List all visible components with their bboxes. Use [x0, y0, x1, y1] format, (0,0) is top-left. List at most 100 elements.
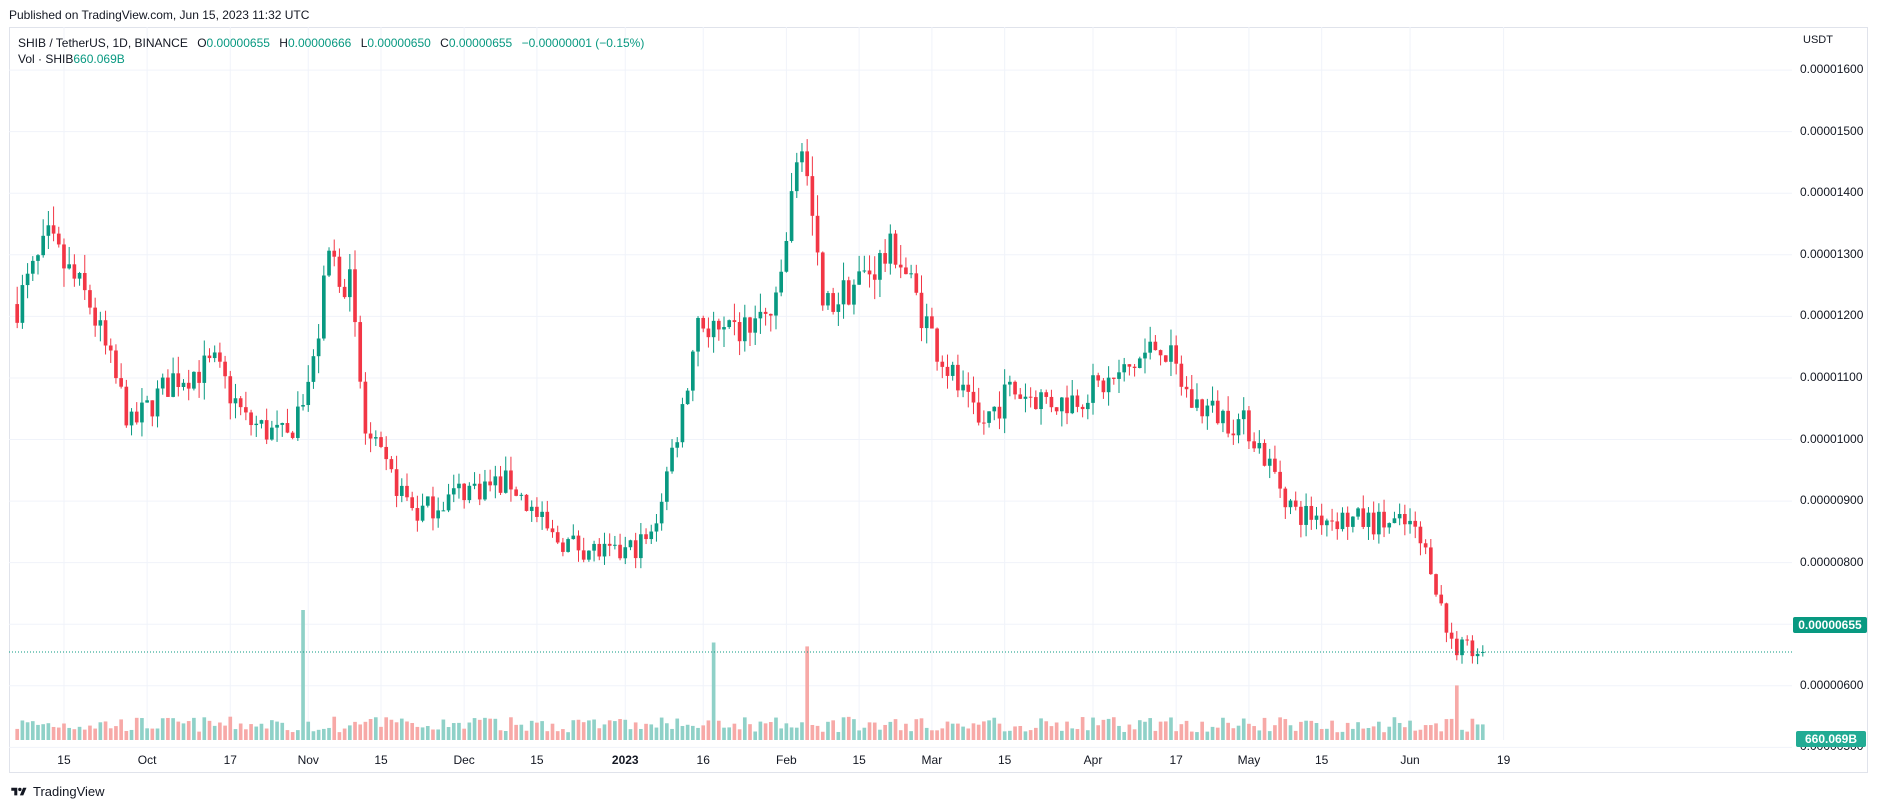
- candle-body: [1314, 515, 1319, 520]
- candle-body: [566, 539, 570, 552]
- candle-body: [732, 320, 737, 323]
- volume-bar: [1231, 728, 1236, 740]
- volume-bar: [1304, 720, 1308, 740]
- candle-body: [503, 470, 508, 493]
- candle-body: [420, 505, 425, 521]
- candle-body: [1475, 653, 1480, 657]
- volume-bar: [748, 724, 752, 740]
- volume-bar: [1132, 729, 1137, 740]
- volume-bar: [415, 726, 420, 740]
- volume-bar: [275, 721, 279, 740]
- candle-body: [1309, 505, 1314, 520]
- candle-body: [956, 364, 960, 391]
- candle-body: [1132, 366, 1137, 368]
- y-tick-label: 0.00000600: [1800, 677, 1864, 692]
- volume-bar: [155, 728, 160, 740]
- candle-body: [706, 328, 711, 338]
- volume-bar: [1189, 731, 1194, 740]
- candle-body: [1013, 381, 1017, 395]
- candle-body: [789, 191, 794, 241]
- candle-body: [451, 488, 456, 495]
- volume-legend-label[interactable]: Vol · SHIB: [18, 52, 74, 66]
- volume-bar: [1002, 731, 1007, 740]
- volume-bar: [867, 722, 872, 740]
- candle-body: [415, 508, 420, 521]
- candle-body: [1153, 341, 1158, 351]
- volume-bar: [924, 727, 929, 740]
- volume-bar: [1465, 731, 1470, 740]
- candle-body: [431, 496, 435, 519]
- volume-bar: [488, 718, 492, 740]
- currency-label[interactable]: USDT: [1803, 34, 1833, 46]
- volume-bar: [280, 722, 285, 740]
- candle-body: [930, 316, 934, 329]
- candle-body: [1325, 520, 1329, 526]
- candle-body: [623, 547, 628, 559]
- candle-body: [1111, 377, 1116, 379]
- candle-body: [1267, 458, 1272, 466]
- volume-bar: [1075, 729, 1080, 740]
- volume-bar: [779, 728, 784, 740]
- candle-body: [966, 384, 971, 392]
- candle-body: [384, 446, 389, 460]
- volume-bar: [815, 725, 820, 740]
- candle-body: [618, 544, 622, 559]
- candle-body: [794, 162, 799, 192]
- candle-body: [711, 320, 716, 338]
- candle-body: [841, 280, 846, 305]
- volume-bar: [67, 727, 71, 740]
- candle-body: [691, 351, 695, 391]
- candle-body: [976, 402, 981, 423]
- chart-area[interactable]: [9, 27, 1868, 773]
- candle-body: [1236, 419, 1241, 436]
- volume-bar: [1351, 728, 1355, 740]
- volume-bar: [207, 720, 212, 740]
- volume-bar: [171, 718, 175, 740]
- volume-bar: [930, 730, 934, 740]
- candle-body: [805, 151, 809, 177]
- volume-bar: [659, 717, 664, 740]
- volume-bar: [1070, 728, 1075, 740]
- volume-bar: [503, 730, 508, 740]
- tradingview-logo[interactable]: TradingView: [9, 784, 105, 799]
- candle-body: [410, 497, 415, 509]
- volume-bar: [1117, 725, 1121, 740]
- candle-body: [810, 176, 815, 216]
- volume-bar: [675, 718, 680, 740]
- candle-body: [176, 373, 181, 387]
- volume-bar: [1475, 724, 1480, 740]
- candle-body: [1439, 594, 1444, 604]
- volume-bar: [306, 721, 311, 740]
- candle-body: [722, 327, 726, 330]
- volume-bar: [623, 719, 628, 740]
- candle-body: [46, 225, 51, 236]
- volume-bar: [186, 721, 191, 740]
- volume-bar: [218, 722, 222, 740]
- volume-bar: [1325, 728, 1329, 740]
- candle-body: [233, 398, 238, 404]
- volume-bar: [997, 723, 1002, 740]
- volume-bar: [228, 716, 233, 740]
- candle-body: [1382, 511, 1386, 528]
- volume-bar: [1054, 722, 1059, 740]
- legend-symbol[interactable]: SHIB / TetherUS, 1D, BINANCE: [18, 36, 188, 50]
- volume-bar: [602, 724, 607, 740]
- candle-body: [1345, 512, 1350, 527]
- candle-body: [597, 543, 602, 557]
- candle-body: [244, 407, 248, 413]
- volume-bar: [124, 730, 129, 740]
- volume-bar: [872, 722, 877, 740]
- volume-bar: [774, 717, 778, 740]
- candle-body: [883, 253, 887, 264]
- y-tick-label: 0.00001200: [1800, 308, 1864, 323]
- volume-bar: [1039, 718, 1043, 740]
- candle-body: [1039, 392, 1043, 410]
- candle-body: [425, 496, 430, 506]
- volume-bar: [176, 721, 181, 740]
- candle-body: [436, 510, 440, 519]
- volume-bar: [1392, 717, 1397, 740]
- candle-body: [472, 483, 477, 486]
- volume-bar: [722, 727, 726, 740]
- candle-body: [1257, 442, 1262, 449]
